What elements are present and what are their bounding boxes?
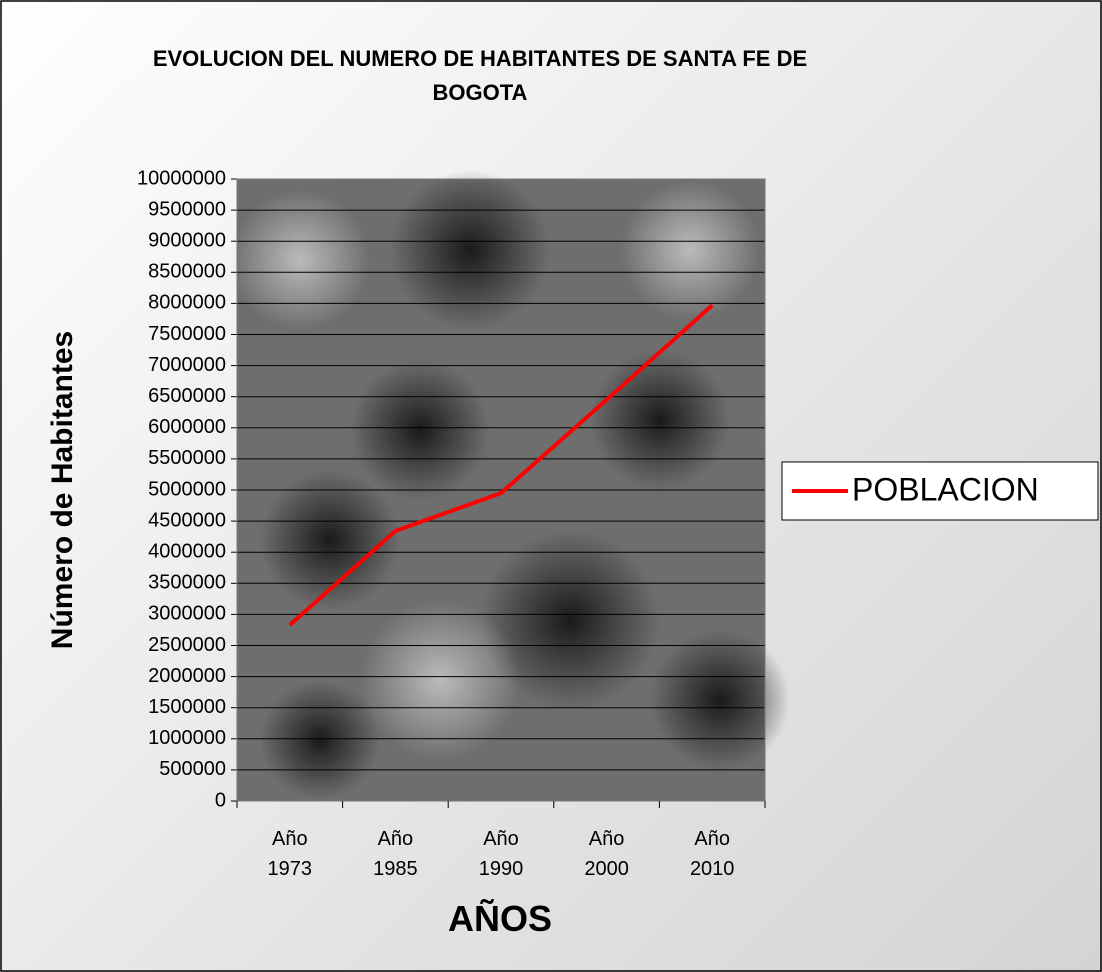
x-tick-label: Año 2000	[584, 828, 629, 880]
y-tick-label: 5000000	[148, 478, 226, 500]
y-tick-label: 4500000	[148, 509, 226, 531]
y-tick-label: 4000000	[148, 540, 226, 562]
plot-border	[236, 178, 766, 802]
y-tick-label: 9000000	[148, 229, 226, 251]
y-tick-label: 5500000	[148, 447, 226, 469]
y-tick-label: 10000000	[137, 167, 226, 189]
legend-label: POBLACION	[852, 471, 1039, 507]
y-tick-label: 500000	[159, 758, 226, 780]
plot-background	[230, 170, 790, 801]
x-axis-label: AÑOS	[447, 898, 552, 939]
y-tick-label: 2500000	[148, 634, 226, 656]
y-tick-label: 6500000	[148, 385, 226, 407]
y-tick-label: 3500000	[148, 572, 226, 594]
x-tick-label: Año 1985	[373, 828, 418, 880]
y-tick-label: 1500000	[148, 696, 226, 718]
y-tick-label: 3000000	[148, 603, 226, 625]
x-tick-label: Año 1990	[478, 828, 524, 880]
x-tick-label: Año 2010	[689, 828, 735, 880]
data-line	[288, 303, 714, 627]
y-tick-label: 6000000	[148, 416, 226, 438]
y-tick-label: 1000000	[148, 727, 226, 749]
y-tick-label: 2000000	[148, 665, 226, 687]
x-tick-label: Año 1973	[267, 828, 313, 880]
y-tick-label: 8000000	[148, 292, 226, 314]
y-axis-label: Número de Habitantes	[46, 331, 79, 649]
y-tick-label: 7000000	[148, 354, 226, 376]
y-tick-label: 7500000	[148, 323, 226, 345]
chart-title: EVOLUCION DEL NUMERO DE HABITANTES DE SA…	[152, 46, 808, 105]
y-tick-label: 0	[215, 789, 226, 811]
y-tick-label: 9500000	[148, 198, 226, 220]
y-tick-label: 8500000	[148, 261, 226, 283]
